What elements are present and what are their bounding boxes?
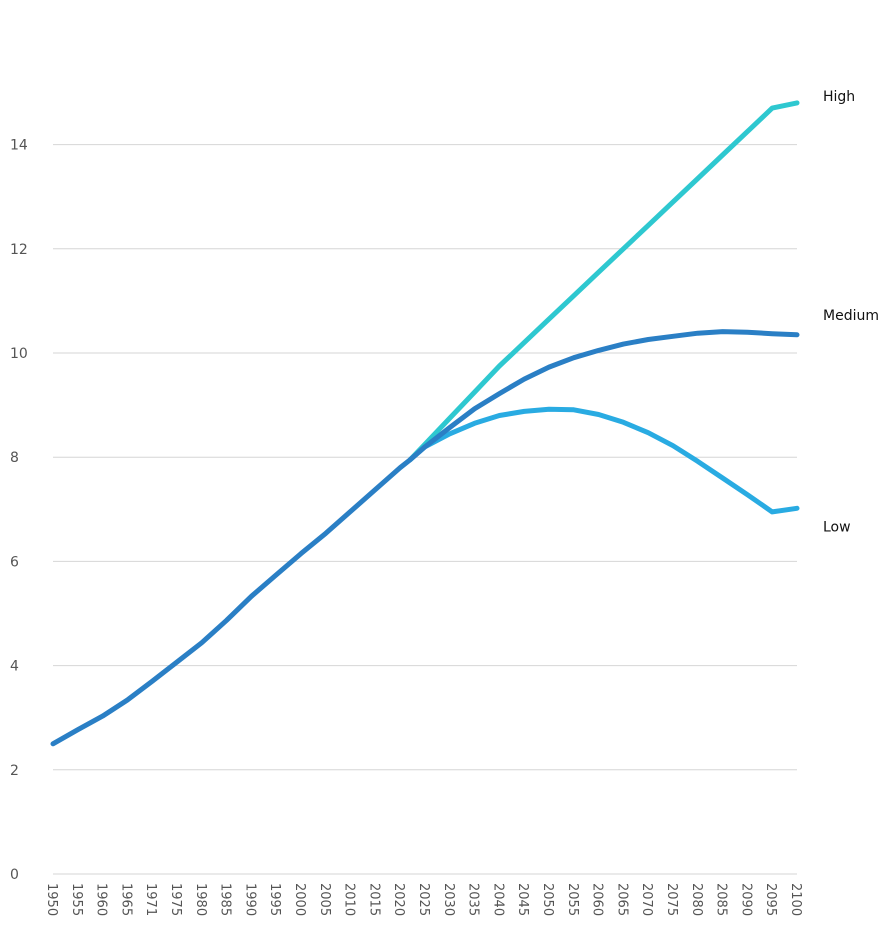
x-tick-label: 2090 (738, 883, 753, 916)
y-tick-label: 8 (10, 450, 19, 466)
x-tick-label: 1975 (168, 883, 183, 916)
x-tick-label: 2020 (391, 883, 406, 916)
x-tick-label: 2055 (565, 883, 580, 916)
series-line-low (407, 406, 800, 515)
series-label-medium: Medium (823, 308, 879, 324)
x-tick-label: 1971 (143, 883, 158, 916)
x-tick-label: 2100 (788, 883, 803, 916)
x-tick-label: 2065 (614, 883, 629, 916)
x-tick-label: 1995 (267, 883, 282, 916)
x-tick-label: 2015 (366, 883, 381, 916)
x-tick-label: 1955 (69, 883, 84, 916)
x-tick-label: 2050 (540, 883, 555, 916)
x-tick-label: 2025 (416, 883, 431, 916)
grid-layer (53, 144, 797, 875)
series-line-high (407, 100, 800, 463)
x-tick-label: 2070 (639, 883, 654, 916)
y-tick-label: 2 (10, 763, 19, 779)
x-tick-label: 2005 (317, 883, 332, 916)
x-tick-label: 2075 (664, 883, 679, 916)
series-labels: High Medium Low (823, 89, 879, 535)
x-tick-label: 1965 (118, 883, 133, 916)
x-tick-label: 1950 (44, 883, 59, 916)
x-tick-label: 2030 (441, 883, 456, 916)
y-tick-label: 14 (10, 138, 28, 154)
x-tick-label: 2045 (515, 883, 530, 916)
y-tick-label: 4 (10, 659, 19, 675)
x-tick-label: 1990 (242, 883, 257, 916)
x-tick-label: 1960 (94, 883, 109, 916)
series-line-medium (50, 329, 800, 747)
series-label-low: Low (823, 519, 851, 535)
series-layer (50, 100, 800, 747)
x-tick-label: 1980 (193, 883, 208, 916)
x-tick-label: 2010 (342, 883, 357, 916)
series-label-high: High (823, 89, 855, 105)
x-tick-label: 2095 (763, 883, 778, 916)
y-tick-label: 6 (10, 554, 19, 570)
y-tick-label: 12 (10, 242, 28, 258)
x-tick-label: 2040 (490, 883, 505, 916)
x-tick-label: 2000 (292, 883, 307, 916)
x-tick-label: 2060 (590, 883, 605, 916)
y-tick-label: 10 (10, 346, 28, 362)
x-tick-label: 2085 (714, 883, 729, 916)
y-tick-label: 0 (10, 867, 19, 883)
x-tick-label: 2035 (466, 883, 481, 916)
x-tick-label: 2080 (689, 883, 704, 916)
x-axis: 1950 1955 1960 1965 1971 1975 1980 1985 1990 1995… (44, 883, 803, 916)
x-tick-label: 1985 (218, 883, 233, 916)
y-axis: 0 2 4 6 8 10 12 14 (10, 138, 28, 883)
